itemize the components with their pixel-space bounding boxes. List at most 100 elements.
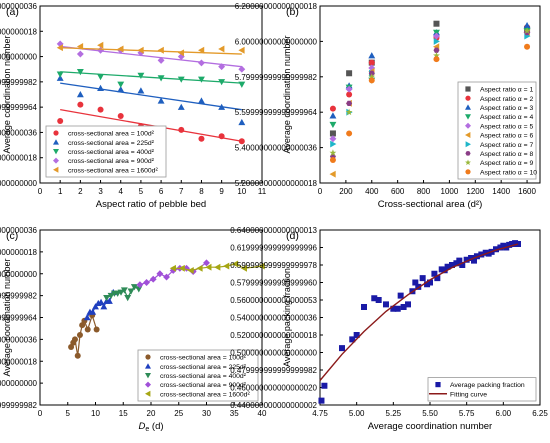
data-point: [524, 29, 531, 36]
series-4: [136, 259, 210, 289]
y-tick-label: 0.500000000000000000: [230, 349, 317, 358]
data-point: [415, 283, 422, 290]
y-tick-label: 5.40000000000000036: [235, 144, 318, 153]
x-tick-label: 5: [66, 409, 71, 418]
legend-marker: [465, 151, 471, 156]
series-2: [83, 288, 117, 321]
data-point: [187, 267, 194, 274]
data-point: [218, 45, 225, 53]
panel-label: (c): [6, 230, 18, 242]
y-tick-label: 5.00000000000000000: [0, 179, 38, 188]
data-point: [368, 73, 376, 80]
data-point: [329, 105, 336, 112]
fit-line: [60, 71, 242, 84]
data-point: [198, 46, 205, 54]
y-tick-label: 5.79999999999999982: [0, 292, 38, 301]
y-tick-label: 5.20000000000000018: [0, 357, 38, 366]
legend-entry: cross-sectional area = 100d²: [160, 355, 247, 362]
data-point: [471, 257, 477, 264]
x-tick-label: 30: [202, 409, 211, 418]
data-point: [433, 51, 440, 59]
data-point: [318, 397, 325, 404]
data-point: [105, 297, 113, 304]
series-line: [173, 263, 263, 272]
x-tick-label: 15: [119, 409, 128, 418]
legend-marker: [145, 390, 151, 397]
data-point: [433, 56, 440, 63]
y-axis-label: Average coordination number: [282, 36, 292, 154]
legend-entry: cross-sectional area = 100d²: [68, 131, 155, 138]
data-point: [169, 264, 176, 272]
data-point: [136, 281, 144, 289]
y-tick-label: 0.440000000000000002: [230, 401, 317, 410]
x-axis-label: De (d): [138, 421, 163, 433]
chart-panel-3: 0 5 10 15 20 25 30 35 40 4.79999999999999982 5.000…: [0, 226, 267, 433]
data-point: [427, 279, 433, 286]
series-2: [56, 74, 246, 126]
data-point: [120, 287, 128, 294]
data-point: [371, 295, 378, 302]
legend-entry: Aspect ratio α = 4: [480, 114, 533, 121]
data-point: [198, 135, 205, 142]
data-point: [130, 284, 138, 291]
data-point: [117, 45, 124, 53]
legend-frame: [137, 349, 259, 402]
data-point: [156, 270, 164, 278]
y-tick-label: 0.520000000000000018: [230, 331, 317, 340]
x-tick-label: 3: [98, 187, 103, 196]
series-1: [68, 312, 100, 359]
data-point: [198, 76, 205, 83]
fit-line: [60, 109, 242, 142]
chart-panel-1: 0 1 2 3 4 5 6 7 8 9 10 11 5.00000000000000000 5.20000…: [0, 2, 267, 210]
y-tick-label: 5.40000000000000036: [0, 335, 38, 344]
y-tick-label: 5.79999999999999982: [0, 78, 38, 87]
y-tick-label: 0.579999999999999960: [230, 279, 317, 288]
data-point: [137, 72, 145, 79]
data-point: [76, 43, 84, 50]
legend-marker: [465, 95, 471, 101]
data-point: [368, 77, 375, 84]
y-tick-label: 4.79999999999999982: [0, 401, 38, 410]
y-tick-label: 0.619999999999999996: [230, 244, 317, 253]
data-point: [444, 263, 451, 270]
x-tick-label: 1000: [441, 187, 459, 196]
y-tick-label: 0.479999999999999982: [230, 366, 317, 375]
data-point: [223, 262, 230, 270]
x-tick-label: 4.75: [312, 409, 328, 418]
data-point: [368, 52, 376, 59]
data-point: [76, 91, 84, 98]
y-tick-label: 6.40000000000000036: [0, 226, 38, 235]
data-point: [117, 81, 125, 88]
y-tick-label: 6.00000000000000000: [0, 270, 38, 279]
series-4: [56, 40, 246, 73]
data-point: [100, 303, 108, 310]
series-line: [319, 243, 519, 381]
x-tick-label: 600: [391, 187, 405, 196]
x-tick-label: 5.50: [422, 409, 438, 418]
data-point: [56, 44, 63, 52]
data-point: [198, 59, 205, 67]
panel-label: (b): [286, 6, 299, 18]
data-point: [157, 56, 165, 64]
data-point: [218, 133, 225, 140]
x-tick-label: 1200: [466, 187, 484, 196]
legend-entry: Aspect ratio α = 10: [480, 169, 537, 176]
data-point: [89, 308, 97, 315]
legend-entry: cross-sectional area = 1600d²: [68, 167, 158, 174]
legend-marker: [465, 132, 471, 138]
data-point: [329, 170, 336, 178]
legend-entry: Fitting curve: [450, 391, 487, 398]
x-tick-label: 400: [365, 187, 379, 196]
data-point: [177, 103, 185, 110]
data-point: [321, 382, 328, 389]
data-point: [177, 76, 185, 83]
legend-entry: Aspect ratio α = 8: [480, 151, 533, 158]
data-point: [523, 22, 531, 29]
y-tick-label: 0.540000000000000036: [230, 314, 317, 323]
data-point: [137, 46, 144, 54]
x-axis-label: Cross-sectional area (d²): [378, 199, 483, 210]
data-point: [441, 267, 448, 274]
y-tick-label: 6.00000000000000000: [0, 53, 38, 62]
data-point: [238, 46, 245, 54]
